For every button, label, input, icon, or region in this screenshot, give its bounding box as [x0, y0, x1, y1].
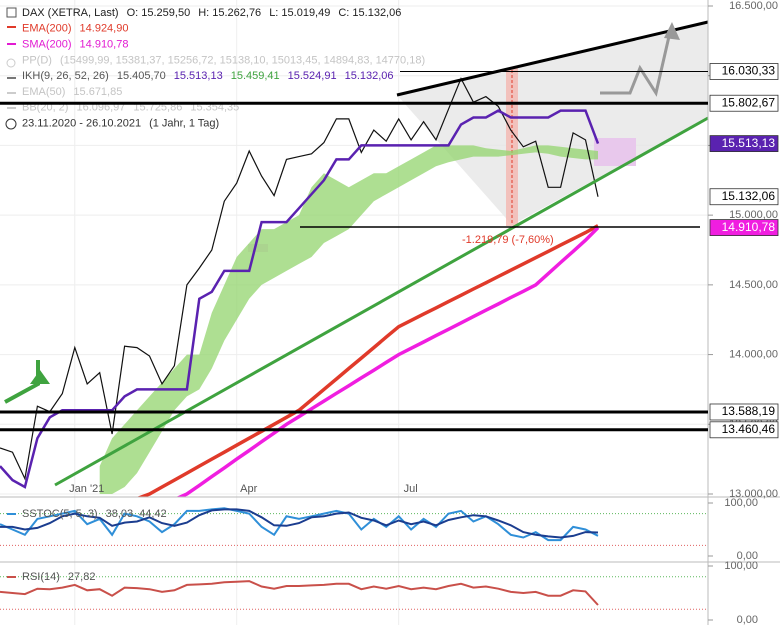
legend-icon [7, 43, 16, 45]
panel-title: SSTOC(5, 5, 3) [22, 508, 98, 520]
legend-text: PP(D) [22, 54, 52, 66]
level-label: 15.802,67 [722, 95, 776, 109]
level-label-box [709, 219, 779, 236]
legend-icon [7, 92, 16, 94]
level-label-box [709, 135, 779, 152]
series-line [0, 109, 600, 489]
legend-text: L: 15.019,49 [269, 7, 330, 19]
legend-icon [7, 107, 16, 109]
legend-text: 15.132,06 [345, 70, 394, 82]
legend-text: (15499,99, 15381,37, 15256,72, 15138,10,… [60, 54, 425, 66]
legend-text: EMA(50) [22, 86, 65, 98]
channel-shade [397, 22, 708, 225]
projection-arrow [600, 31, 672, 97]
panel-title: RSI(14) [22, 571, 60, 583]
legend-text: H: 15.262,76 [198, 7, 261, 19]
level-label-box [709, 403, 779, 421]
arrow-head [664, 22, 680, 40]
y-tick-label: 0,00 [737, 614, 758, 625]
level-label: 13.460,46 [722, 422, 776, 436]
y-tick-label: 15.000,00 [729, 209, 778, 221]
legend-text: 15.524,91 [288, 70, 337, 82]
legend-text: SMA(200) [22, 39, 72, 51]
indicator-line [0, 580, 599, 606]
y-tick-label: 13.000,00 [729, 488, 778, 500]
series-line [175, 226, 600, 497]
level-label: 15.132,06 [722, 189, 776, 203]
x-tick-label: Apr [240, 483, 257, 495]
legend-text: DAX (XETRA, Last) [22, 7, 119, 19]
y-tick-label: 100,00 [724, 560, 758, 572]
level-label-box [709, 421, 779, 439]
panel-readout: 44,42 [139, 508, 167, 520]
series-line [0, 77, 599, 481]
y-tick-label: 14.500,00 [729, 279, 778, 291]
legend-text: (1 Jahr, 1 Tag) [149, 118, 219, 130]
legend-icon [7, 77, 16, 79]
lower-trendline [54, 116, 709, 487]
panel-readout: 27,82 [68, 571, 96, 583]
legend-text: IKH(9, 26, 52, 26) [22, 70, 109, 82]
level-label-box [709, 63, 779, 80]
legend-icon [6, 58, 16, 68]
legend-text: O: 15.259,50 [127, 7, 191, 19]
y-tick-label: 16.500,00 [729, 0, 778, 12]
upper-trendline [396, 20, 709, 97]
y-tick-label: 14.000,00 [729, 348, 778, 360]
level-label: 16.030,33 [722, 64, 776, 78]
level-label-box [709, 188, 779, 206]
legend-text: 23.11.2020 - 26.10.2021 [22, 118, 141, 130]
legend: DAX (XETRA, Last) O: 15.259,50 H: 15.262,7… [5, 7, 425, 130]
legend-icon [7, 576, 16, 578]
level-label: 15.513,13 [722, 136, 776, 150]
series-line [136, 224, 599, 497]
level-label: 13.588,19 [722, 404, 776, 418]
annotation: -1.219,79 (-7,60%) [462, 234, 554, 246]
legend-text: 15.513,13 [174, 70, 223, 82]
legend-text: 14.910,78 [80, 39, 129, 51]
legend-text: 15.671,85 [73, 86, 122, 98]
main-panel [0, 77, 600, 497]
legend-text: 15.459,41 [231, 70, 280, 82]
legend-icon [7, 513, 16, 515]
level-label-box [709, 94, 779, 112]
legend-text: C: 15.132,06 [338, 7, 401, 19]
legend-text: 15.405,70 [117, 70, 166, 82]
y-tick-label: 0,00 [737, 550, 758, 562]
indicator-line [0, 508, 599, 539]
ichimoku-cloud [99, 145, 598, 494]
panel-readout: 38,03 [106, 508, 134, 520]
legend-icon [6, 7, 17, 18]
y-tick-label: 100,00 [724, 497, 758, 509]
legend-icon [5, 118, 17, 130]
x-tick-label: Jul [404, 483, 418, 495]
level-label: 14.910,78 [722, 220, 776, 234]
legend-text: 14.924,90 [80, 23, 129, 35]
buy-arrow-head [30, 370, 50, 384]
legend-icon [7, 26, 16, 28]
legend-text: EMA(200) [22, 23, 72, 35]
x-tick-label: Jan '21 [69, 483, 104, 495]
